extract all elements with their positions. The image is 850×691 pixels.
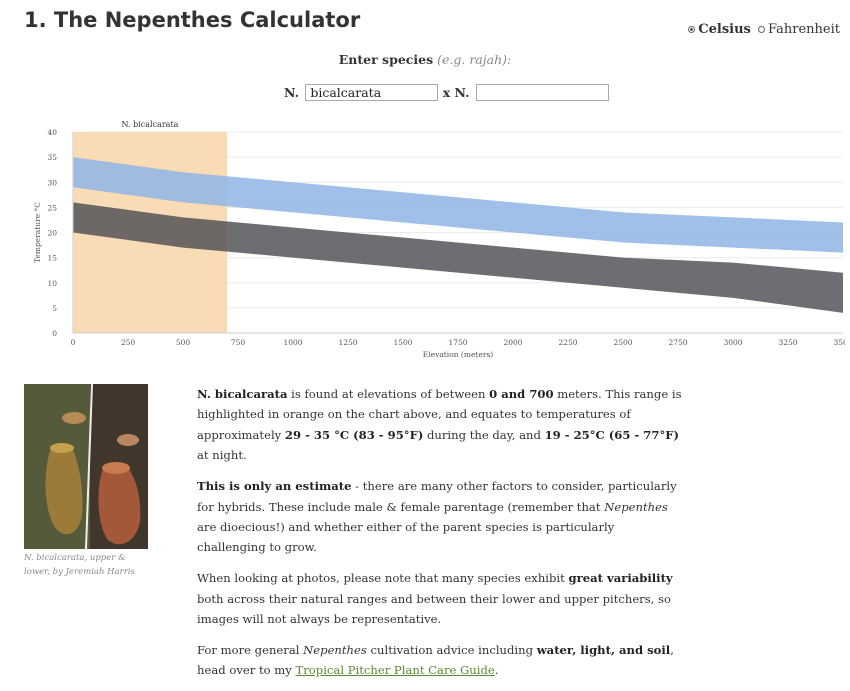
temperature-elevation-chart: N. bicalcarata 0 5 10 15 20 25 30 35 40 0 250 500 750… [33, 120, 845, 359]
cross-label: x N. [442, 85, 470, 100]
night-temperature: 19 - 25°C (65 - 77°F) [544, 427, 679, 442]
x-tick-label: 2750 [668, 338, 687, 347]
species-input-row: N. x N. [284, 84, 609, 101]
celsius-option[interactable]: Celsius [688, 22, 751, 37]
y-tick-label: 15 [47, 254, 57, 263]
y-tick-label: 25 [47, 203, 57, 212]
species-description: N. bicalcarata is found at elevations of… [197, 384, 682, 691]
lower-pitcher-peristome [102, 462, 130, 474]
care-guide-link[interactable]: Tropical Pitcher Plant Care Guide [295, 663, 495, 678]
enter-species-hint: (e.g. rajah) [437, 52, 508, 67]
enter-species-colon: : [507, 52, 512, 67]
description-paragraph-1: N. bicalcarata is found at elevations of… [197, 384, 682, 466]
y-tick-label: 0 [52, 329, 57, 338]
description-paragraph-3: When looking at photos, please note that… [197, 568, 682, 629]
species1-input[interactable] [305, 84, 439, 101]
celsius-label: Celsius [698, 22, 751, 37]
lower-pitcher-lid [117, 434, 139, 446]
x-tick-label: 500 [176, 338, 191, 347]
pitcher-photo-image [24, 384, 148, 549]
x-axis-label: Elevation (meters) [423, 350, 494, 359]
care-topics: water, light, and soil [536, 642, 671, 657]
x-tick-label: 1250 [338, 338, 357, 347]
description-text: during the day, and [423, 427, 545, 442]
description-text: is found at elevations of between [287, 387, 490, 401]
description-paragraph-4: For more general Nepenthes cultivation a… [197, 640, 682, 681]
x-tick-label: 3000 [723, 338, 742, 347]
description-text: . [494, 663, 499, 678]
enter-species-label: Enter species [338, 52, 434, 67]
day-temperature-band [73, 157, 843, 253]
y-axis-label: Temperature °C [33, 202, 42, 263]
highlight-label: N. bicalcarata [122, 120, 179, 129]
page-title: 1. The Nepenthes Calculator [24, 8, 361, 32]
y-tick-label: 5 [52, 304, 57, 313]
description-text: meters. This range is highlighted in ora… [197, 387, 682, 442]
variability-note: great variability [568, 571, 673, 586]
description-text: For more general [197, 642, 304, 657]
description-text: both across their natural ranges and bet… [197, 591, 671, 627]
lower-pitcher-shape [98, 466, 141, 545]
genus-name: Nepenthes [303, 642, 367, 657]
fahrenheit-label: Fahrenheit [768, 22, 840, 37]
description-paragraph-2: This is only an estimate - there are man… [197, 476, 682, 558]
x-tick-label: 3250 [778, 338, 797, 347]
y-tick-label: 20 [47, 229, 57, 238]
y-tick-label: 40 [47, 128, 57, 137]
x-tick-label: 1750 [448, 338, 467, 347]
x-tick-label: 2000 [503, 338, 522, 347]
y-tick-label: 10 [47, 279, 57, 288]
description-text: cultivation advice including [366, 642, 537, 657]
x-tick-label: 2500 [613, 338, 632, 347]
species-name: N. bicalcarata [197, 387, 288, 401]
night-temperature-band [73, 202, 843, 313]
species-photo [24, 384, 148, 549]
estimate-warning: This is only an estimate [197, 479, 352, 494]
upper-pitcher-peristome [50, 443, 74, 453]
species2-input[interactable] [475, 84, 609, 101]
y-tick-label: 35 [47, 153, 57, 162]
description-text: at night. [197, 448, 247, 463]
x-tick-label: 2250 [558, 338, 577, 347]
description-text: - there are many other factors to consid… [197, 479, 677, 514]
upper-pitcher-lid [62, 412, 86, 424]
fahrenheit-radio[interactable] [758, 26, 765, 33]
x-tick-label: 1000 [283, 338, 302, 347]
description-text: When looking at photos, please note that… [197, 571, 569, 586]
x-tick-label: 250 [121, 338, 136, 347]
description-text: are dioecious!) and whether either of th… [197, 519, 615, 555]
photo-caption: N. bicalcarata, upper & lower, by Jeremi… [24, 553, 135, 577]
photo-divider [85, 384, 93, 549]
x-tick-label: 750 [231, 338, 246, 347]
x-tick-label: 0 [71, 338, 76, 347]
fahrenheit-option[interactable]: Fahrenheit [758, 22, 840, 37]
upper-pitcher-shape [45, 446, 83, 535]
day-temperature: 29 - 35 °C (83 - 95°F) [284, 427, 424, 442]
y-tick-label: 30 [47, 178, 57, 187]
celsius-radio[interactable] [688, 26, 696, 33]
genus-name: Nepenthes [604, 499, 668, 514]
enter-species-prompt: Enter species (e.g. rajah): [0, 52, 850, 67]
unit-toggle: Celsius Fahrenheit [685, 22, 840, 37]
species1-prefix: N. [284, 85, 299, 100]
x-tick-label: 1500 [393, 338, 412, 347]
elevation-range: 0 and 700 [489, 387, 554, 401]
x-tick-label: 3500 [833, 338, 845, 347]
